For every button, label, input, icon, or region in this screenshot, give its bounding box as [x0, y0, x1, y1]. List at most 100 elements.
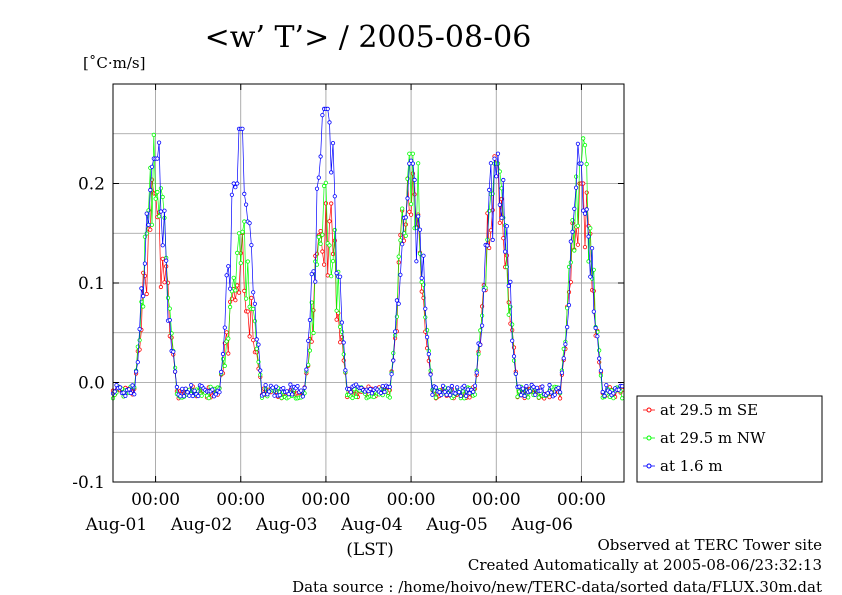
data-point — [371, 394, 376, 400]
data-point — [501, 177, 506, 183]
data-point — [408, 212, 414, 217]
data-point — [453, 391, 458, 396]
data-point — [504, 264, 509, 269]
data-point — [231, 275, 236, 280]
data-point — [598, 368, 604, 373]
data-point — [504, 224, 509, 229]
data-point — [160, 194, 165, 200]
data-point — [474, 370, 479, 375]
data-point — [407, 151, 412, 156]
legend-label: at 29.5 m SE — [660, 401, 758, 419]
data-point — [307, 317, 312, 323]
data-point — [244, 202, 249, 207]
x-tick-label: 00:00 — [557, 490, 606, 510]
data-point — [325, 273, 330, 278]
data-point — [228, 286, 233, 291]
data-point — [416, 214, 421, 219]
data-point — [228, 304, 233, 310]
data-point — [595, 334, 600, 339]
data-point — [236, 290, 242, 295]
data-point — [160, 256, 165, 261]
data-point — [591, 309, 596, 314]
data-point — [476, 351, 481, 357]
data-point — [575, 141, 581, 146]
data-point — [565, 324, 570, 330]
data-point — [307, 348, 312, 353]
data-point — [266, 389, 272, 394]
data-point — [611, 396, 616, 401]
data-point — [141, 304, 146, 309]
data-point — [325, 106, 330, 112]
data-point — [495, 151, 501, 156]
data-point — [581, 136, 586, 141]
data-point — [520, 386, 526, 391]
data-point — [286, 391, 291, 397]
series-line — [112, 156, 623, 400]
data-point — [219, 369, 224, 374]
data-point — [249, 243, 254, 248]
data-point — [210, 387, 215, 392]
data-point — [327, 243, 332, 248]
data-point — [332, 194, 337, 199]
data-point — [534, 385, 540, 390]
data-point — [330, 141, 336, 146]
data-point — [126, 387, 132, 392]
data-point — [190, 393, 195, 399]
data-point — [531, 384, 536, 389]
data-point — [417, 227, 423, 232]
data-point — [256, 342, 261, 347]
data-point — [421, 253, 426, 258]
data-point — [298, 388, 304, 393]
data-point — [368, 386, 373, 392]
y-tick-label: 0.1 — [78, 274, 105, 294]
data-point — [141, 293, 146, 299]
data-point — [222, 363, 227, 368]
data-point — [157, 140, 162, 145]
data-point — [251, 290, 256, 295]
data-point — [233, 288, 238, 293]
data-point — [160, 243, 165, 248]
data-point — [245, 259, 250, 264]
data-point — [155, 156, 160, 161]
data-point — [597, 356, 602, 361]
data-point — [311, 269, 316, 274]
footer-line-3: Data source : /home/hoivo/new/TERC-data/… — [292, 578, 822, 595]
data-point — [455, 385, 460, 390]
data-point — [506, 312, 511, 317]
data-point — [446, 386, 451, 391]
data-point — [557, 390, 563, 395]
data-point — [403, 233, 408, 238]
data-point — [238, 260, 243, 266]
data-point — [387, 384, 392, 389]
data-point — [173, 369, 178, 374]
data-point — [353, 394, 359, 399]
data-point — [254, 346, 259, 351]
data-point — [242, 219, 247, 224]
data-point — [318, 154, 323, 159]
day-label: Aug-02 — [170, 515, 232, 535]
data-point — [485, 243, 490, 248]
data-point — [586, 234, 591, 239]
data-point — [251, 337, 256, 343]
data-point — [616, 387, 621, 392]
data-point — [426, 351, 431, 357]
data-point — [311, 330, 316, 336]
data-point — [536, 395, 541, 400]
x-axis-label: (LST) — [346, 540, 394, 560]
data-point — [518, 392, 524, 398]
data-point — [400, 206, 405, 211]
data-point — [472, 392, 478, 397]
data-point — [135, 360, 140, 365]
data-point — [244, 296, 249, 301]
data-point — [600, 389, 605, 395]
data-point — [400, 242, 405, 247]
data-point — [167, 317, 172, 323]
legend-swatch-marker — [646, 463, 652, 469]
data-point — [380, 383, 385, 389]
data-point — [240, 126, 245, 131]
data-point — [251, 306, 256, 311]
data-point — [584, 207, 589, 212]
data-point — [526, 395, 531, 400]
data-point — [620, 396, 625, 401]
data-point — [148, 227, 153, 232]
